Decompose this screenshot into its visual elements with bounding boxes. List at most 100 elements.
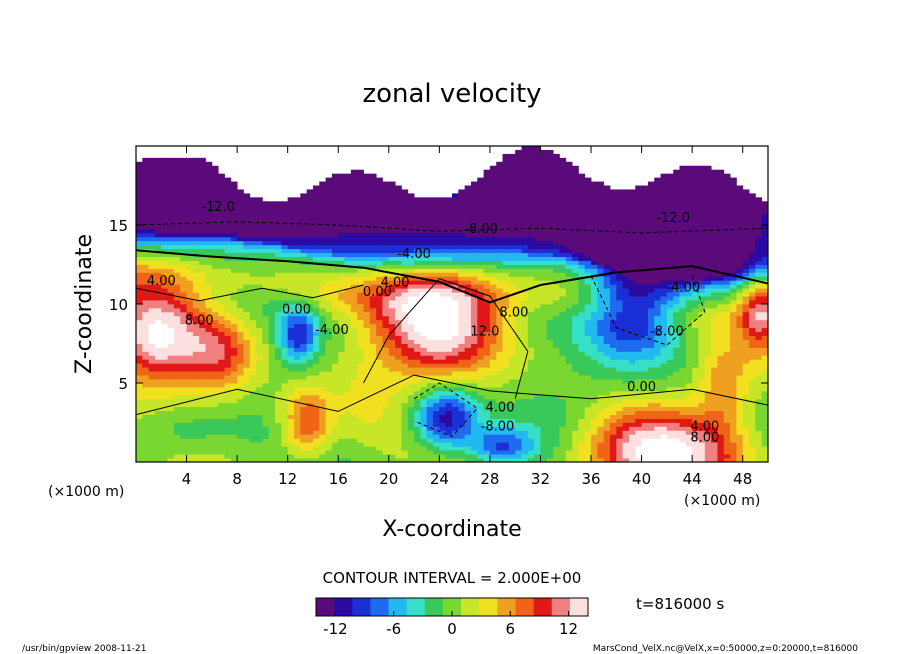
heatmap-cell bbox=[230, 307, 238, 313]
heatmap-cell bbox=[420, 280, 428, 285]
heatmap-cell bbox=[142, 240, 150, 246]
heatmap-cell bbox=[325, 205, 333, 210]
heatmap-cell bbox=[382, 248, 390, 254]
heatmap-cell bbox=[281, 323, 289, 329]
heatmap-cell bbox=[268, 331, 276, 336]
heatmap-cell bbox=[426, 335, 434, 340]
heatmap-cell bbox=[306, 394, 314, 400]
heatmap-cell bbox=[167, 375, 175, 380]
heatmap-cell bbox=[376, 304, 383, 309]
heatmap-cell bbox=[534, 165, 541, 171]
heatmap-cell bbox=[154, 264, 162, 269]
heatmap-cell bbox=[464, 193, 472, 198]
heatmap-cell bbox=[527, 418, 535, 423]
heatmap-cell bbox=[464, 442, 472, 447]
heatmap-cell bbox=[186, 386, 194, 392]
heatmap-cell bbox=[173, 398, 181, 404]
heatmap-cell bbox=[395, 185, 402, 190]
heatmap-cell bbox=[344, 446, 352, 451]
heatmap-cell bbox=[395, 264, 402, 269]
heatmap-cell bbox=[224, 307, 232, 313]
heatmap-cell bbox=[161, 181, 168, 186]
heatmap-cell bbox=[142, 205, 150, 210]
heatmap-cell bbox=[249, 398, 257, 404]
heatmap-cell bbox=[237, 454, 244, 459]
heatmap-cell bbox=[483, 260, 491, 265]
heatmap-cell bbox=[148, 280, 156, 285]
heatmap-cell bbox=[161, 217, 168, 222]
heatmap-cell bbox=[508, 307, 516, 313]
heatmap-cell bbox=[205, 292, 213, 297]
heatmap-cell bbox=[546, 446, 554, 451]
heatmap-cell bbox=[186, 414, 194, 419]
heatmap-cell bbox=[136, 173, 143, 178]
heatmap-cell bbox=[268, 359, 276, 364]
heatmap-cell bbox=[483, 240, 491, 246]
heatmap-cell bbox=[331, 414, 339, 419]
heatmap-cell bbox=[275, 430, 282, 435]
heatmap-cell bbox=[464, 307, 472, 313]
heatmap-cell bbox=[325, 228, 333, 234]
heatmap-cell bbox=[199, 292, 206, 297]
heatmap-cell bbox=[331, 363, 339, 368]
heatmap-cell bbox=[527, 181, 535, 186]
heatmap-cell bbox=[199, 398, 206, 404]
heatmap-cell bbox=[395, 248, 402, 254]
heatmap-cell bbox=[439, 217, 447, 222]
heatmap-cell bbox=[452, 232, 459, 238]
heatmap-cell bbox=[281, 260, 289, 265]
heatmap-cell bbox=[464, 347, 472, 352]
heatmap-cell bbox=[180, 414, 187, 419]
heatmap-cell bbox=[414, 272, 421, 277]
heatmap-cell bbox=[452, 201, 459, 206]
heatmap-cell bbox=[477, 217, 484, 222]
heatmap-cell bbox=[211, 232, 219, 238]
heatmap-cell bbox=[211, 442, 219, 447]
heatmap-cell bbox=[553, 157, 560, 163]
heatmap-cell bbox=[186, 157, 194, 163]
heatmap-cell bbox=[534, 153, 541, 159]
heatmap-cell bbox=[502, 217, 510, 222]
heatmap-cell bbox=[439, 315, 447, 321]
heatmap-cell bbox=[142, 434, 150, 439]
heatmap-cell bbox=[363, 244, 371, 250]
heatmap-cell bbox=[369, 319, 377, 325]
heatmap-cell bbox=[489, 327, 497, 333]
heatmap-cell bbox=[344, 173, 352, 178]
heatmap-cell bbox=[508, 213, 516, 218]
heatmap-cell bbox=[142, 236, 150, 242]
heatmap-cell bbox=[167, 260, 175, 265]
heatmap-cell bbox=[256, 343, 263, 348]
heatmap-cell bbox=[376, 418, 383, 423]
heatmap-cell bbox=[161, 363, 168, 368]
heatmap-cell bbox=[148, 383, 156, 388]
heatmap-cell bbox=[515, 430, 522, 435]
heatmap-cell bbox=[262, 205, 270, 210]
heatmap-cell bbox=[470, 323, 478, 329]
heatmap-cell bbox=[414, 446, 421, 451]
heatmap-cell bbox=[268, 284, 276, 289]
heatmap-cell bbox=[515, 426, 522, 431]
heatmap-cell bbox=[211, 339, 219, 344]
heatmap-cell bbox=[414, 225, 421, 230]
heatmap-cell bbox=[420, 232, 428, 238]
heatmap-cell bbox=[407, 454, 415, 459]
heatmap-cell bbox=[553, 236, 560, 242]
heatmap-cell bbox=[420, 225, 428, 230]
heatmap-cell bbox=[136, 386, 143, 392]
heatmap-cell bbox=[312, 343, 320, 348]
heatmap-cell bbox=[287, 319, 295, 325]
heatmap-cell bbox=[338, 256, 345, 261]
heatmap-cell bbox=[154, 292, 162, 297]
heatmap-cell bbox=[489, 292, 497, 297]
heatmap-cell bbox=[344, 438, 352, 443]
heatmap-cell bbox=[338, 260, 345, 265]
heatmap-cell bbox=[136, 383, 143, 388]
heatmap-cell bbox=[173, 169, 181, 175]
heatmap-cell bbox=[489, 173, 497, 178]
heatmap-cell bbox=[540, 383, 548, 388]
heatmap-cell bbox=[325, 264, 333, 269]
heatmap-cell bbox=[180, 406, 187, 412]
heatmap-cell bbox=[205, 284, 213, 289]
heatmap-cell bbox=[452, 343, 459, 348]
